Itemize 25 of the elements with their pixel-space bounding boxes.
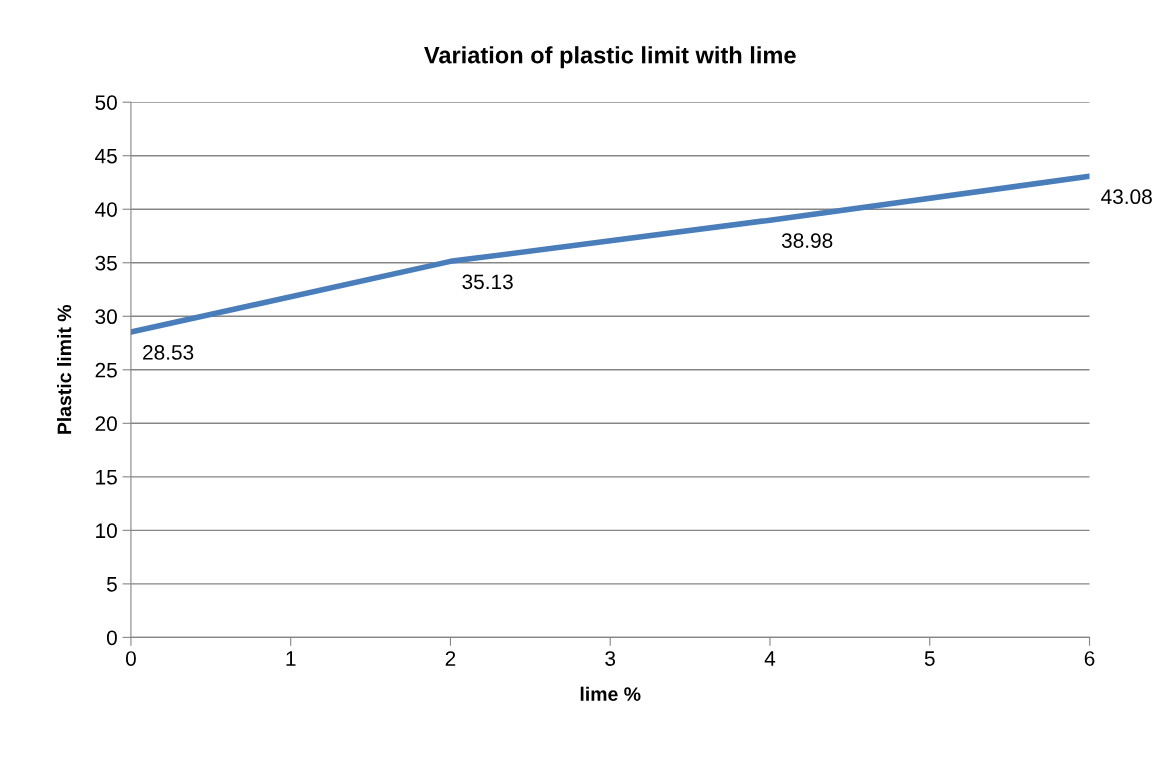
x-tick-label: 3 <box>605 651 616 666</box>
y-tick-label: 0 <box>106 630 117 646</box>
y-tick-label: 50 <box>95 95 117 110</box>
y-tick-label: 5 <box>106 577 117 592</box>
y-tick-label: 35 <box>95 255 117 271</box>
y-tick-label: 10 <box>96 523 117 539</box>
y-tick-label: 15 <box>96 470 117 485</box>
x-tick-label: 6 <box>1084 651 1095 666</box>
x-tick-label: 5 <box>924 651 935 666</box>
y-tick-label: 40 <box>95 202 117 217</box>
data-label: 28.53 <box>143 345 194 360</box>
y-tick-label: 20 <box>95 416 117 432</box>
x-tick-label: 4 <box>764 651 776 666</box>
x-tick-label: 0 <box>125 651 136 666</box>
y-tick-label: 30 <box>95 309 117 325</box>
x-axis-title: lime % <box>580 686 641 701</box>
x-tick-label: 2 <box>445 651 456 666</box>
x-tick-label: 1 <box>286 651 296 666</box>
data-label: 38.98 <box>781 233 833 248</box>
data-label: 43.08 <box>1101 189 1152 205</box>
chart-title: Variation of plastic limit with lime <box>424 46 796 69</box>
y-tick-label: 25 <box>95 362 117 378</box>
y-axis-title: Plastic limit % <box>56 304 72 434</box>
y-tick-label: 45 <box>95 148 117 164</box>
data-label: 35.13 <box>462 274 513 290</box>
